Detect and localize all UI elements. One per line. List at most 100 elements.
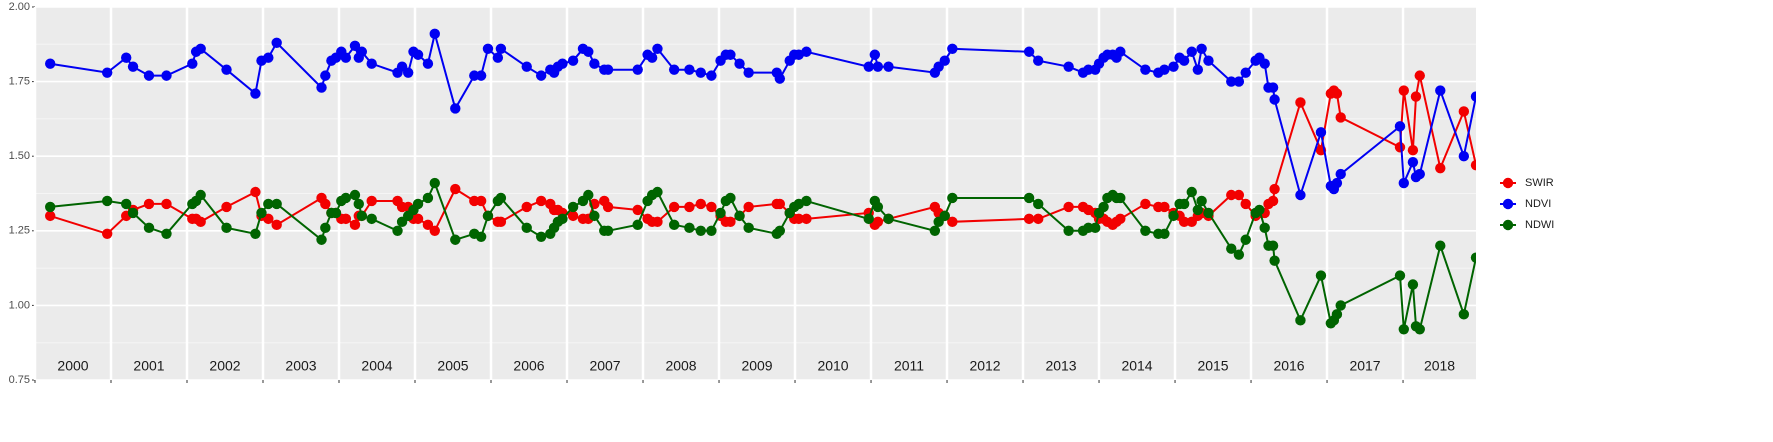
data-point: [668, 64, 680, 75]
data-point: [1023, 213, 1035, 225]
data-point: [121, 198, 132, 210]
x-tick-label: 2005: [437, 358, 468, 374]
data-point: [652, 216, 663, 228]
data-point: [872, 216, 884, 228]
data-point: [127, 61, 139, 72]
data-point: [45, 201, 56, 213]
data-point: [1295, 97, 1306, 108]
x-tick-label: 2007: [589, 358, 620, 374]
data-point: [706, 70, 717, 81]
data-point: [1407, 279, 1419, 290]
data-point: [271, 198, 282, 210]
data-point: [939, 210, 950, 222]
legend-swatch: [1502, 219, 1514, 231]
data-point: [1410, 91, 1422, 102]
data-point: [1192, 204, 1204, 216]
data-point: [412, 213, 424, 225]
data-point: [725, 49, 736, 60]
data-point: [602, 64, 614, 75]
data-point: [872, 201, 884, 213]
data-point: [495, 192, 507, 204]
data-point: [695, 198, 706, 210]
data-point: [1115, 46, 1126, 57]
data-point: [1063, 225, 1074, 236]
data-point: [366, 58, 377, 69]
data-point: [340, 192, 352, 204]
data-point: [492, 52, 504, 63]
data-point: [1090, 222, 1101, 234]
data-point: [1240, 67, 1251, 78]
data-point: [567, 210, 579, 222]
data-point: [1226, 189, 1237, 201]
y-tick-label: 0.75: [9, 374, 30, 386]
data-point: [450, 103, 461, 114]
data-point: [869, 49, 881, 60]
data-point: [412, 49, 424, 60]
y-tick-label: 1.00: [9, 299, 30, 311]
data-point: [1233, 249, 1245, 260]
data-point: [1435, 240, 1446, 251]
data-point: [263, 213, 274, 225]
data-point: [632, 204, 643, 216]
data-point: [221, 222, 232, 234]
data-point: [1203, 55, 1214, 66]
data-point: [45, 210, 56, 222]
data-point: [102, 195, 113, 207]
data-point: [1178, 216, 1190, 228]
data-point: [939, 55, 950, 66]
data-point: [632, 64, 643, 75]
data-point: [263, 52, 274, 63]
data-point: [320, 198, 331, 210]
data-point: [567, 201, 579, 213]
data-point: [535, 70, 547, 81]
data-point: [127, 207, 139, 219]
data-point: [340, 52, 352, 63]
data-point: [221, 201, 232, 213]
data-point: [1407, 145, 1419, 156]
data-point: [1140, 225, 1151, 236]
data-point: [263, 198, 274, 210]
data-point: [187, 58, 198, 69]
data-point: [195, 189, 206, 201]
data-point: [316, 82, 327, 93]
data-point: [1315, 270, 1327, 281]
data-point: [1186, 186, 1197, 198]
data-point: [1267, 195, 1279, 207]
data-point: [695, 225, 706, 236]
data-point: [583, 46, 594, 57]
x-tick-label: 2002: [209, 358, 240, 374]
data-point: [320, 70, 331, 81]
x-tick-label: 2010: [817, 358, 848, 374]
data-point: [1335, 168, 1346, 180]
data-point: [353, 198, 364, 210]
data-point: [1470, 91, 1476, 102]
data-point: [429, 28, 440, 40]
data-point: [1414, 168, 1425, 180]
data-point: [883, 61, 894, 72]
x-tick-label: 2014: [1121, 358, 1152, 374]
legend-label: NDWI: [1525, 219, 1554, 231]
data-point: [734, 210, 745, 222]
data-point: [1414, 70, 1425, 81]
data-point: [161, 198, 172, 210]
data-point: [356, 46, 368, 57]
data-point: [1295, 315, 1306, 326]
data-point: [1203, 207, 1214, 219]
data-point: [161, 228, 172, 239]
x-tick-label: 2011: [894, 358, 924, 374]
data-point: [161, 70, 172, 81]
series: [45, 177, 1476, 335]
legend-swatch: [1502, 198, 1514, 210]
data-point: [1192, 64, 1204, 75]
data-point: [271, 37, 282, 49]
y-tick-label: 1.75: [9, 76, 30, 88]
data-point: [495, 43, 507, 54]
data-point: [422, 192, 434, 204]
data-point: [316, 234, 327, 245]
data-point: [872, 61, 884, 72]
data-point: [102, 67, 113, 78]
data-point: [195, 43, 206, 54]
data-point: [725, 216, 736, 228]
data-point: [1168, 61, 1179, 72]
data-point: [863, 61, 874, 72]
